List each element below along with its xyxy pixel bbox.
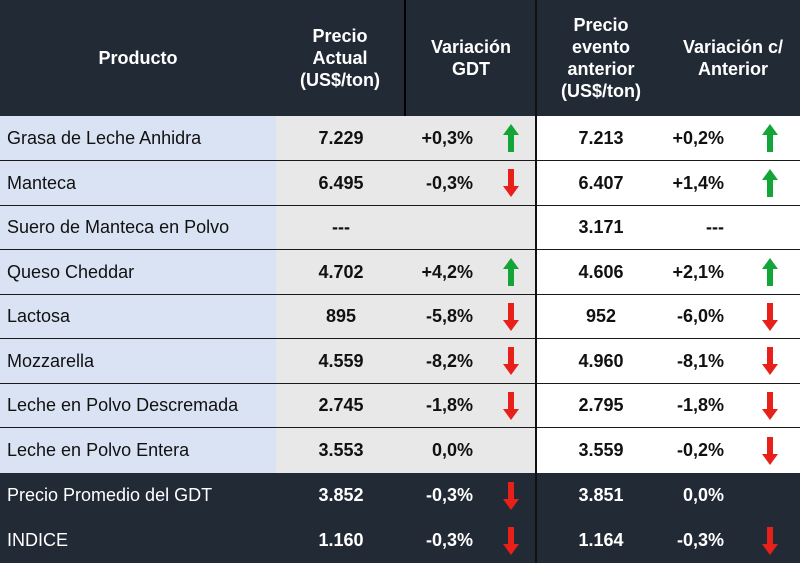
product-name: Precio Promedio del GDT (0, 473, 276, 518)
variation-prev: +1,4% (666, 161, 800, 205)
price-now: 7.229 (276, 116, 406, 160)
variation-prev: --- (666, 206, 800, 249)
arrow-down-icon (503, 169, 519, 197)
product-name: Leche en Polvo Descremada (0, 384, 276, 427)
variation-gdt: -8,2% (406, 339, 536, 383)
product-name: Queso Cheddar (0, 250, 276, 294)
summary-row: INDICE 1.160 -0,3% 1.164 -0,3% (0, 518, 800, 563)
variation-prev: -0,3% (666, 518, 800, 563)
variation-prev: -6,0% (666, 295, 800, 338)
product-name: Manteca (0, 161, 276, 205)
price-prev: 3.171 (536, 206, 666, 249)
product-name: Mozzarella (0, 339, 276, 383)
variation-gdt (406, 206, 536, 249)
price-now: 895 (276, 295, 406, 338)
table-row: Leche en Polvo Entera 3.553 0,0% 3.559 -0,2% (0, 428, 800, 473)
price-prev: 4.960 (536, 339, 666, 383)
variation-gdt: +4,2% (406, 250, 536, 294)
price-prev: 3.559 (536, 428, 666, 473)
variation-prev: +2,1% (666, 250, 800, 294)
arrow-up-icon (503, 124, 519, 152)
variation-prev: 0,0% (666, 473, 800, 518)
price-prev: 7.213 (536, 116, 666, 160)
summary-row: Precio Promedio del GDT 3.852 -0,3% 3.851 0,… (0, 473, 800, 518)
product-name: INDICE (0, 518, 276, 563)
price-now: 2.745 (276, 384, 406, 427)
header-var-prev: Variación c/Anterior (682, 37, 784, 79)
variation-prev: -1,8% (666, 384, 800, 427)
price-prev: 4.606 (536, 250, 666, 294)
table-row: Grasa de Leche Anhidra 7.229 +0,3% 7.213 +0,… (0, 116, 800, 161)
variation-prev: -0,2% (666, 428, 800, 473)
price-now: 4.559 (276, 339, 406, 383)
arrow-down-icon (503, 302, 519, 331)
table-row: Manteca 6.495 -0,3% 6.407 +1,4% (0, 161, 800, 206)
product-name: Lactosa (0, 295, 276, 338)
column-divider (535, 0, 537, 563)
price-prev: 2.795 (536, 384, 666, 427)
table-row: Leche en Polvo Descremada 2.745 -1,8% 2.795… (0, 384, 800, 428)
table-row: Lactosa 895 -5,8% 952 -6,0% (0, 295, 800, 339)
arrow-down-icon (762, 302, 778, 331)
price-now: 4.702 (276, 250, 406, 294)
table-header: Producto Precio Actual (US$/ton) Variación… (0, 0, 800, 116)
header-var-gdt: Variación GDT (430, 37, 512, 79)
product-name: Leche en Polvo Entera (0, 428, 276, 473)
arrow-down-icon (762, 436, 778, 465)
variation-prev: +0,2% (666, 116, 800, 160)
price-now: 1.160 (276, 518, 406, 563)
arrow-up-icon (762, 124, 778, 152)
price-prev: 1.164 (536, 518, 666, 563)
price-prev: 6.407 (536, 161, 666, 205)
arrow-down-icon (503, 481, 519, 510)
arrow-down-icon (503, 526, 519, 555)
arrow-down-icon (503, 347, 519, 375)
table-row: Suero de Manteca en Polvo --- 3.171 --- (0, 206, 800, 250)
price-prev: 3.851 (536, 473, 666, 518)
product-name: Suero de Manteca en Polvo (0, 206, 276, 249)
arrow-up-icon (503, 258, 519, 286)
variation-gdt: 0,0% (406, 428, 536, 473)
arrow-up-icon (762, 169, 778, 197)
variation-gdt: +0,3% (406, 116, 536, 160)
variation-gdt: -0,3% (406, 473, 536, 518)
product-name: Grasa de Leche Anhidra (0, 116, 276, 160)
variation-gdt: -0,3% (406, 518, 536, 563)
header-price-prev: Precio evento anterior (US$/ton) (561, 15, 641, 101)
price-now: 6.495 (276, 161, 406, 205)
arrow-down-icon (762, 526, 778, 555)
price-now: 3.852 (276, 473, 406, 518)
variation-gdt: -5,8% (406, 295, 536, 338)
variation-prev: -8,1% (666, 339, 800, 383)
variation-gdt: -0,3% (406, 161, 536, 205)
arrow-down-icon (503, 391, 519, 420)
price-now: 3.553 (276, 428, 406, 473)
header-price-now: Precio Actual (US$/ton) (276, 0, 406, 116)
arrow-up-icon (762, 258, 778, 286)
variation-gdt: -1,8% (406, 384, 536, 427)
table-row: Queso Cheddar 4.702 +4,2% 4.606 +2,1% (0, 250, 800, 295)
table-row: Mozzarella 4.559 -8,2% 4.960 -8,1% (0, 339, 800, 384)
price-now: --- (276, 206, 406, 249)
arrow-down-icon (762, 391, 778, 420)
header-product: Producto (98, 48, 178, 68)
price-prev: 952 (536, 295, 666, 338)
arrow-down-icon (762, 347, 778, 375)
